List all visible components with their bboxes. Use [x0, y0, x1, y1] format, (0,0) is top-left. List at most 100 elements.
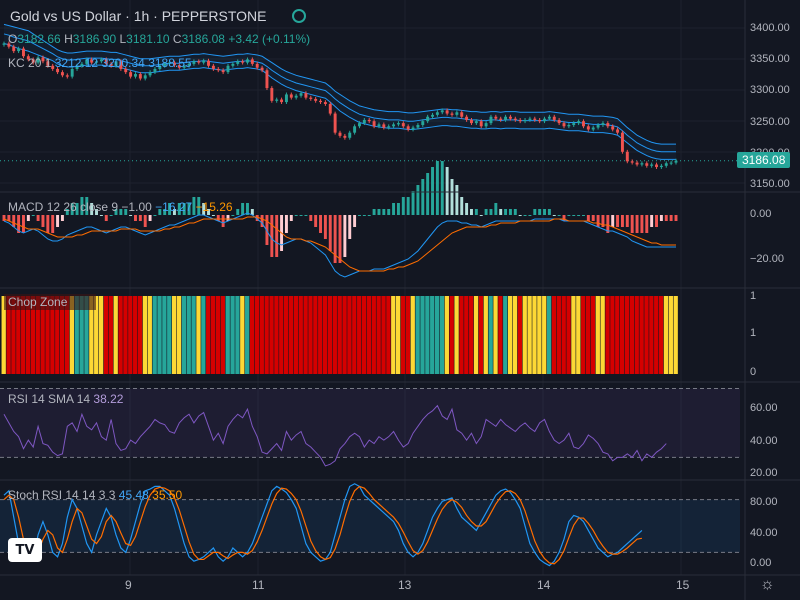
candle-body	[645, 163, 649, 166]
low-label: L	[119, 32, 127, 46]
stoch-axis-label: 80.00	[750, 496, 778, 508]
macd-hist-bar	[31, 215, 35, 216]
chop-zone-bar	[337, 296, 342, 374]
macd-hist-bar	[650, 215, 654, 227]
chop-zone-bar	[551, 296, 557, 374]
stoch-legend[interactable]: Stoch RSI 14 14 3 3 45.48 35.50	[8, 487, 182, 503]
chop-zone-bar	[313, 296, 318, 374]
macd-hist-bar	[207, 209, 210, 215]
candle-body	[26, 56, 30, 60]
chop-zone-bar	[459, 296, 464, 374]
macd-hist-bar	[460, 197, 464, 215]
macd-hist-bar	[134, 215, 137, 221]
candle-body	[221, 70, 225, 73]
candle-body	[489, 116, 493, 124]
chop-zone-bar	[64, 296, 70, 374]
macd-hist-bar	[143, 215, 147, 227]
candle-body	[90, 59, 94, 63]
chop-zone-bar	[59, 296, 65, 374]
chop-zone-bar	[595, 296, 600, 374]
chop-zone-bar	[98, 296, 104, 374]
chop-zone-bar	[400, 296, 406, 374]
candle-body	[650, 164, 654, 166]
candle-body	[630, 161, 634, 163]
settings-gear-icon[interactable]: ☼	[760, 576, 775, 593]
macd-hist-bar	[586, 215, 590, 221]
chop-zone-bar	[167, 296, 172, 374]
candle-body	[367, 119, 371, 122]
candle-body	[552, 116, 556, 120]
price-axis-label: 3300.00	[750, 84, 790, 96]
candle-body	[450, 113, 454, 115]
macd-hist-bar	[236, 209, 240, 215]
rsi-legend[interactable]: RSI 14 SMA 14 38.22	[8, 391, 123, 407]
macd-hist-bar	[440, 161, 444, 215]
chop-zone-bar	[147, 296, 152, 374]
macd-hist-bar	[547, 209, 551, 215]
macd-line	[3, 212, 676, 278]
candle-body	[333, 113, 337, 133]
macd-hist-bar	[294, 215, 298, 216]
candle-body	[143, 75, 147, 79]
macd-hist-bar	[557, 215, 561, 216]
tradingview-logo[interactable]: TV	[8, 538, 42, 562]
chop-zone-bar	[605, 296, 610, 374]
chop-zone-bar	[449, 296, 454, 374]
chop-zone-bar	[546, 296, 552, 374]
candle-body	[416, 125, 420, 128]
candle-body	[60, 72, 64, 76]
candle-body	[421, 121, 425, 126]
macd-hist-bar	[523, 215, 527, 216]
candle-body	[562, 123, 566, 127]
macd-hist-bar	[591, 215, 595, 221]
chop-zone-bar	[288, 296, 294, 374]
chop-zone-bar	[191, 296, 196, 374]
macd-hist-bar	[543, 209, 546, 215]
chop-zone-bar	[113, 296, 118, 374]
candle-body	[401, 123, 405, 127]
macd-hist-bar	[538, 209, 542, 215]
candle-body	[260, 67, 264, 71]
candle-body	[284, 94, 288, 103]
macd-hist-bar	[41, 215, 45, 227]
candle-body	[36, 57, 40, 63]
kc-legend[interactable]: KC 20 1 3212.12 3200.34 3188.55	[8, 55, 192, 71]
chop-zone-bar	[405, 296, 411, 374]
candle-body	[22, 48, 25, 57]
price-axis-label: 3350.00	[750, 53, 790, 65]
chop-zone-bar	[654, 296, 659, 374]
macd-hist-bar	[659, 215, 663, 221]
candle-body	[56, 68, 60, 73]
chop-zone-bar	[79, 296, 84, 374]
chop-zone-bar	[240, 296, 245, 374]
chop-zone-bar	[254, 296, 260, 374]
macd-legend[interactable]: MACD 12 26 close 9 −1.00 −16.27 −15.26	[8, 199, 233, 215]
chop-zone-bar	[624, 296, 630, 374]
chop-zone-bar	[269, 296, 274, 374]
chop-zone-bar	[615, 296, 620, 374]
macd-signal-line	[3, 216, 676, 272]
macd-hist-bar	[582, 215, 585, 216]
macd-hist-bar	[426, 173, 430, 215]
macd-hist-value: −1.00	[121, 200, 152, 214]
stoch-label: Stoch RSI	[8, 488, 63, 502]
stoch-rsi-lines	[3, 483, 643, 567]
chop-zone-bar	[249, 296, 255, 374]
chop-legend[interactable]: Chop Zone	[4, 294, 96, 310]
macd-hist-bar	[533, 209, 537, 215]
macd-hist-bar	[372, 209, 376, 215]
macd-hist-bar	[158, 209, 162, 215]
chop-zone-bar	[128, 296, 133, 374]
macd-hist-bar	[255, 215, 259, 221]
chop-zone-bar	[376, 296, 381, 374]
candle-body	[426, 116, 430, 122]
candle-body	[75, 65, 79, 69]
chop-zone-bar	[181, 296, 187, 374]
candle-body	[499, 118, 503, 120]
candle-body	[280, 99, 284, 103]
chop-zone-bar	[590, 296, 596, 374]
macd-hist-bar	[387, 209, 391, 215]
macd-hist-bar	[508, 209, 512, 215]
chop-zone-bar	[201, 296, 206, 374]
